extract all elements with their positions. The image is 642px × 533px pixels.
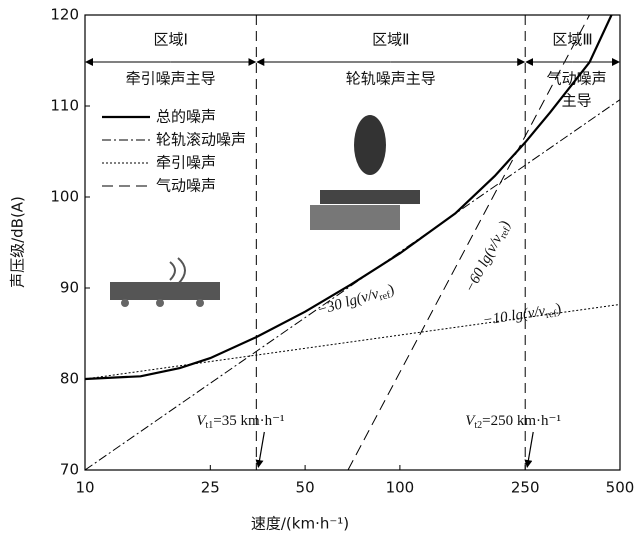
annotation-rest: ) [555,301,562,318]
chart: 速度/(km·h⁻¹) 声压级/dB(A) 10 25 50 100 250 500 70 8… [0,0,642,533]
annotation: −10 lg(v/vref) [482,301,563,331]
icon-wheel [310,115,420,230]
y-axis-label: 声压级/dB(A) [9,196,27,288]
region-label: 区域Ⅰ [153,31,187,49]
region-subtitle: 轮轨噪声主导 [346,70,436,88]
x-tick-label: 25 [201,479,220,497]
transition-arrow [258,432,264,467]
legend-label: 总的噪声 [156,108,216,126]
transition-label-sub: t1 [205,420,213,431]
x-axis-label: 速度/(km·h⁻¹) [251,515,349,533]
transition-label-sub: t2 [474,420,482,431]
transition-arrow [527,432,533,467]
x-tick-label: 500 [606,479,635,497]
x-tick-label: 50 [296,479,315,497]
y-tick-label: 70 [60,461,79,479]
y-tick-label: 90 [60,279,79,297]
x-tick-label: 10 [75,479,94,497]
y-tick-label: 110 [50,97,79,115]
region-subtitle: 牵引噪声主导 [126,70,216,88]
transition-label-rest: =35 km·h⁻¹ [213,413,284,429]
transition-label: Vt1=35 km·h⁻¹ [196,413,284,431]
legend-label: 气动噪声 [156,177,216,195]
transition-label-rest: =250 km·h⁻¹ [482,413,561,429]
transition-label: Vt2=250 km·h⁻¹ [465,413,561,431]
y-tick-label: 80 [60,370,79,388]
annotation-main: −10 lg(v/v [482,304,547,330]
annotation: −30 lg(v/vref) [316,282,397,321]
annotation-main: −30 lg(v/v [316,286,381,319]
icon-train [110,258,220,307]
x-tick-label: 100 [386,479,415,497]
y-tick-label: 120 [50,6,79,24]
legend-label: 牵引噪声 [156,154,216,172]
x-tick-label: 250 [511,479,540,497]
region-label: 区域Ⅱ [372,31,409,49]
y-tick-label: 100 [50,188,79,206]
annotation: −60 lg(v/vref) [462,218,515,296]
region-subtitle: 主导 [562,92,592,110]
legend-label: 轮轨滚动噪声 [156,131,246,149]
